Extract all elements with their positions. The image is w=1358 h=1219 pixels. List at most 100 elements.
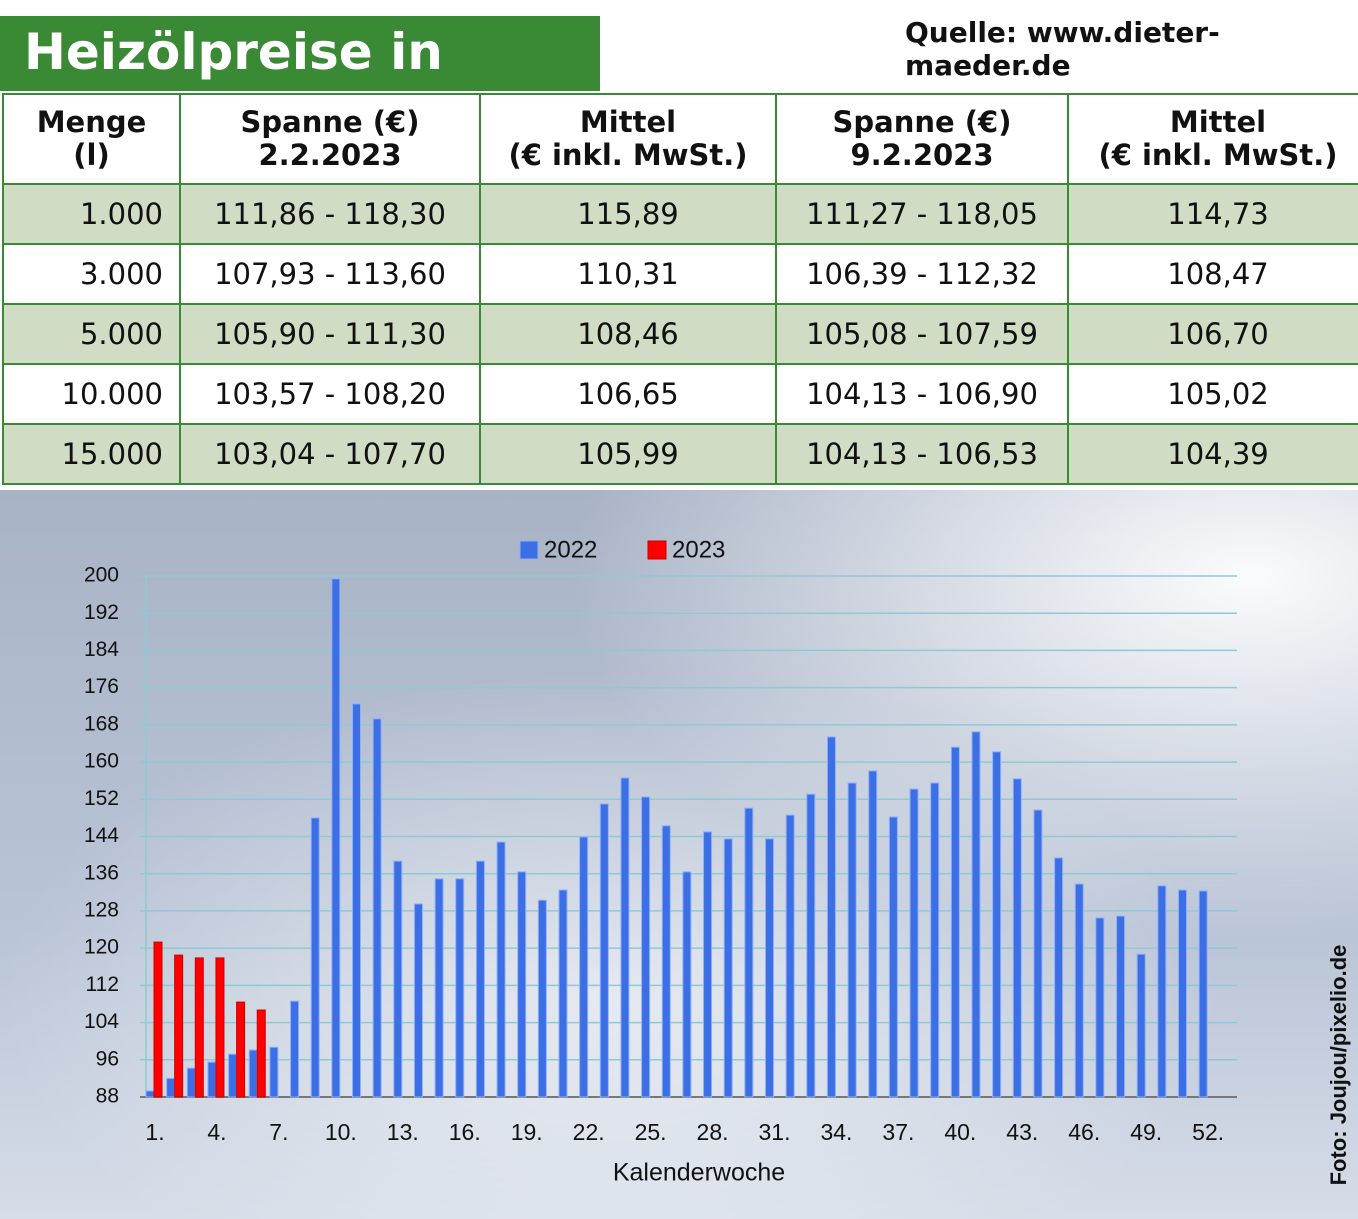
y-tick-label: 200 [84, 564, 119, 587]
bar [1074, 883, 1084, 1098]
bar [393, 860, 403, 1098]
table-cell: 3.000 [2, 243, 181, 305]
y-tick-label: 152 [84, 787, 119, 810]
table-cell: 10.000 [2, 363, 181, 425]
bar [413, 903, 423, 1098]
header-text: (€ inkl. MwSt.) [508, 138, 748, 172]
y-tick-label: 144 [84, 824, 119, 847]
bar [1033, 809, 1043, 1098]
x-axis-label: Kalenderwoche [613, 1159, 785, 1187]
bar [153, 941, 163, 1098]
bar [868, 770, 878, 1098]
bar [641, 796, 651, 1098]
x-tick-label: 13. [387, 1119, 419, 1145]
bar [434, 878, 444, 1098]
bar [331, 578, 341, 1098]
table-cell: 103,57 - 108,20 [179, 363, 481, 425]
bar [579, 836, 589, 1098]
x-tick-label: 25. [635, 1119, 667, 1145]
x-tick-label: 19. [511, 1119, 543, 1145]
x-tick-label: 7. [269, 1119, 288, 1145]
table-cell: 106,65 [479, 363, 777, 425]
table-cell: 104,13 - 106,53 [775, 423, 1069, 485]
y-tick-label: 112 [86, 973, 119, 996]
table-cell: 108,47 [1067, 243, 1358, 305]
page-title: Heizölpreise in Berlin [0, 16, 600, 153]
bar [765, 838, 774, 1098]
bar [475, 860, 485, 1098]
bar [1054, 857, 1064, 1098]
table-cell: 105,08 - 107,59 [775, 303, 1069, 365]
bar [248, 1049, 258, 1098]
x-tick-label: 46. [1068, 1119, 1100, 1145]
table-cell: 104,13 - 106,90 [775, 363, 1069, 425]
table-cell: 115,89 [479, 183, 777, 245]
header-cell: Spanne (€) 2.2.2023 [179, 93, 481, 185]
table-cell: 105,99 [479, 423, 777, 485]
chart: Kalenderwoche Foto: Joujou/pixelio.de 88… [0, 490, 1358, 1219]
bar [256, 1009, 266, 1098]
bar [661, 825, 671, 1098]
bar [455, 878, 465, 1098]
bar [847, 782, 857, 1098]
bar [703, 831, 713, 1098]
x-tick-label: 49. [1130, 1119, 1162, 1145]
bar [496, 841, 506, 1098]
x-tick-label: 4. [207, 1119, 226, 1145]
bar [1116, 915, 1126, 1098]
bar [1178, 889, 1187, 1098]
y-tick-label: 160 [84, 750, 119, 773]
table-row: 1.000 111,86 - 118,30 115,89 111,27 - 118,0… [2, 183, 1358, 245]
x-tick-label: 22. [573, 1119, 605, 1145]
bar [310, 817, 320, 1098]
header-row: Menge (l) Spanne (€) 2.2.2023 Mittel (€ inkl.… [2, 93, 1358, 185]
header-text: 2.2.2023 [258, 138, 402, 172]
table-row: 15.000 103,04 - 107,70 105,99 104,13 - 106,… [2, 423, 1358, 485]
price-table: Menge (l) Spanne (€) 2.2.2023 Mittel (€ inkl.… [2, 93, 1358, 485]
bar [599, 803, 609, 1098]
header-text: (l) [73, 138, 110, 172]
bar [1136, 953, 1146, 1098]
legend-label: 2023 [672, 536, 725, 563]
table-cell: 5.000 [2, 303, 181, 365]
bar [145, 1090, 155, 1098]
bar [909, 788, 919, 1098]
x-tick-label: 40. [944, 1119, 976, 1145]
y-tick-label: 88 [96, 1085, 119, 1108]
bar [1198, 890, 1208, 1098]
x-tick-label: 52. [1192, 1119, 1224, 1145]
bar [166, 1077, 176, 1098]
y-tick-label: 184 [84, 638, 119, 661]
bar [537, 899, 547, 1098]
x-tick-label: 43. [1006, 1119, 1038, 1145]
photo-credit: Foto: Joujou/pixelio.de [1326, 945, 1351, 1186]
legend-swatch [647, 540, 667, 560]
header-text: Mittel [579, 105, 677, 139]
y-tick-label: 128 [84, 898, 119, 921]
header-cell: Mittel (€ inkl. MwSt.) [1067, 93, 1358, 185]
x-tick-label: 28. [697, 1119, 729, 1145]
bar [174, 954, 184, 1098]
bar [971, 731, 981, 1098]
table-cell: 106,39 - 112,32 [775, 243, 1069, 305]
bar [620, 777, 630, 1098]
table-cell: 108,46 [479, 303, 777, 365]
header-text: 9.2.2023 [850, 138, 994, 172]
table-cell: 111,27 - 118,05 [775, 183, 1069, 245]
y-tick-label: 192 [84, 601, 119, 624]
table-row: 10.000 103,57 - 108,20 106,65 104,13 - 106,… [2, 363, 1358, 425]
y-tick-label: 176 [84, 675, 119, 698]
bar [930, 782, 940, 1098]
bar [207, 1061, 217, 1098]
legend-swatch [519, 540, 539, 560]
bar [352, 703, 361, 1098]
x-tick-label: 31. [759, 1119, 791, 1145]
header-text: Spanne (€) [240, 105, 420, 139]
bar [826, 736, 836, 1098]
table-cell: 107,93 - 113,60 [179, 243, 481, 305]
table-cell: 111,86 - 118,30 [179, 183, 481, 245]
legend-label: 2022 [544, 536, 597, 563]
table-row: 3.000 107,93 - 113,60 110,31 106,39 - 112,3… [2, 243, 1358, 305]
bar [186, 1067, 196, 1098]
source: Quelle: www.dieter-maeder.de [905, 16, 1220, 82]
